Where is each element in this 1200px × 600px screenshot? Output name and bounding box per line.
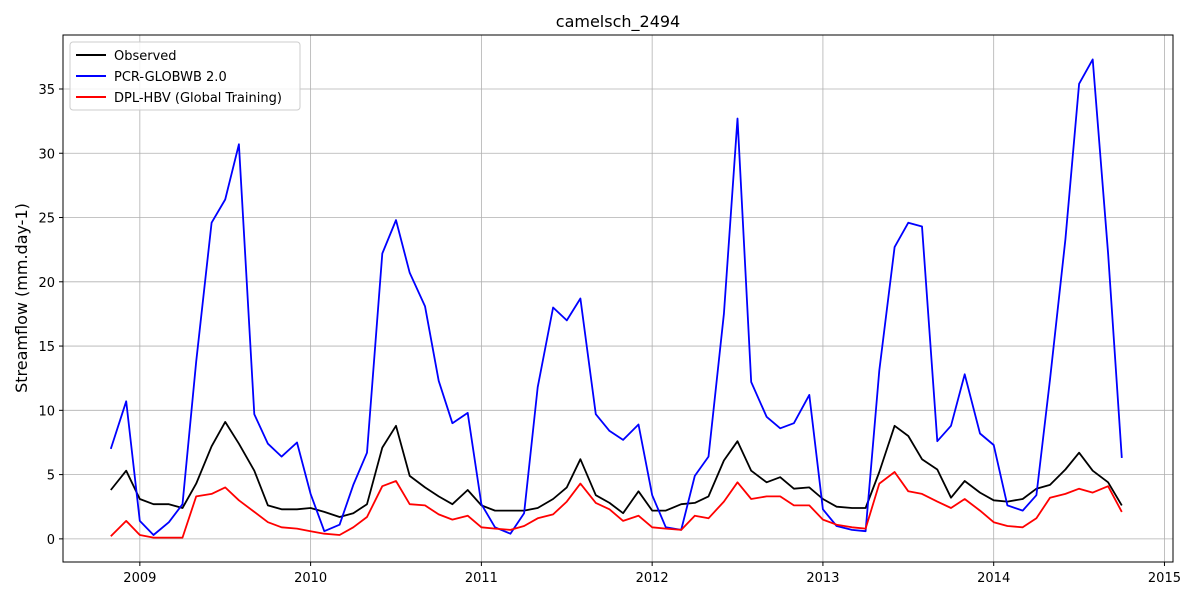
y-tick-label: 10 [38,404,55,419]
legend-label-3: DPL-HBV (Global Training) [114,91,282,106]
legend: Observed PCR-GLOBWB 2.0 DPL-HBV (Global Tr… [69,41,301,111]
legend-label-2: PCR-GLOBWB 2.0 [114,70,227,85]
series-line-2 [109,58,1123,536]
y-tick-label: 25 [38,212,55,227]
x-tick-label: 2009 [123,571,156,586]
series-line-1 [110,420,1123,518]
legend-box [69,41,301,111]
grid [63,35,1173,562]
x-tick-label: 2010 [294,571,327,586]
x-tick-label: 2015 [1148,571,1181,586]
x-tick-label: 2011 [465,571,498,586]
y-tick-label: 15 [38,340,55,355]
y-tick-label: 5 [47,469,55,484]
chart-title: camelsch_2494 [556,12,680,32]
axis-ticks: 2009 2010 2011 2012 2013 2014 2015 0 5 10 15 20 25 30… [38,83,1181,586]
plot-area-frame [62,34,1174,563]
legend-label-1: Observed [114,49,177,64]
y-tick-label: 30 [38,147,55,162]
y-axis-label: Streamflow (mm.day-1) [12,203,31,393]
y-tick-label: 35 [38,83,55,98]
x-tick-label: 2013 [806,571,839,586]
y-tick-label: 0 [47,533,55,548]
x-tick-label: 2014 [977,571,1010,586]
y-tick-label: 20 [38,276,55,291]
series-lines [109,58,1123,539]
x-tick-label: 2012 [636,571,669,586]
series-line-3 [110,471,1123,539]
